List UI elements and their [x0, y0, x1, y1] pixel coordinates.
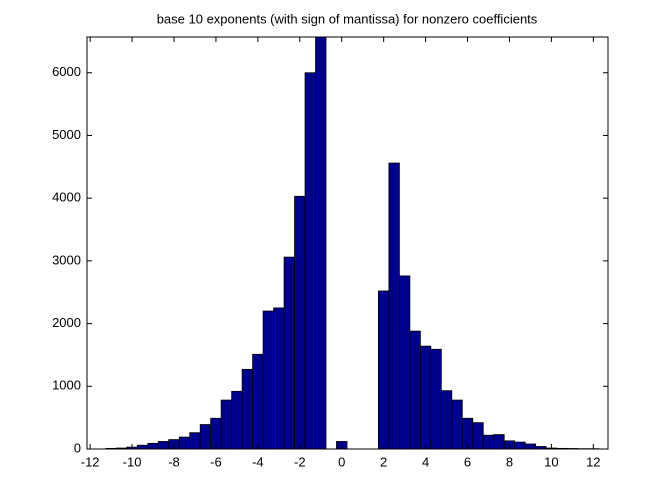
- x-tick-label: 4: [422, 454, 429, 469]
- y-tick-label: 0: [74, 440, 81, 455]
- y-tick-label: 5000: [52, 127, 81, 142]
- bar: [472, 422, 484, 449]
- bar: [283, 256, 295, 449]
- bar: [482, 434, 495, 449]
- y-tick-label: 1000: [52, 378, 81, 393]
- bar: [315, 37, 327, 449]
- bar: [388, 162, 400, 449]
- y-tick-label: 3000: [52, 252, 81, 267]
- x-tick-label: -2: [294, 454, 306, 469]
- bar: [419, 345, 432, 449]
- bar: [262, 310, 274, 449]
- x-tick-label: -12: [81, 454, 100, 469]
- bar: [378, 290, 390, 449]
- x-tick-label: 6: [464, 454, 471, 469]
- bar: [451, 399, 463, 449]
- bar: [273, 307, 285, 449]
- chart-title: base 10 exponents (with sign of mantissa…: [157, 11, 538, 26]
- bar: [514, 441, 526, 449]
- y-tick-label: 2000: [52, 315, 81, 330]
- bar: [136, 444, 149, 449]
- axes-box: [86, 36, 609, 450]
- bars: [105, 37, 599, 449]
- bar: [294, 195, 306, 449]
- bar: [493, 434, 505, 449]
- bar: [189, 432, 201, 449]
- x-tick-label: 10: [544, 454, 558, 469]
- bar: [440, 390, 453, 449]
- bar: [304, 72, 316, 449]
- x-tick-label: 0: [338, 454, 345, 469]
- x-tick-label: 2: [380, 454, 387, 469]
- bar: [252, 353, 264, 449]
- bar: [524, 443, 537, 449]
- bar: [409, 330, 421, 449]
- bar: [178, 436, 191, 449]
- x-tick-label: -6: [210, 454, 222, 469]
- bar: [231, 390, 243, 449]
- bar: [398, 275, 411, 449]
- bar: [147, 442, 159, 449]
- bar: [430, 348, 442, 449]
- x-tick-label: -8: [168, 454, 180, 469]
- x-tick-label: 8: [506, 454, 513, 469]
- x-tick-label: 12: [586, 454, 600, 469]
- bar: [241, 368, 254, 449]
- bar: [220, 399, 233, 449]
- y-tick-label: 4000: [52, 190, 81, 205]
- x-tick-label: -10: [123, 454, 142, 469]
- y-tick-label: 6000: [52, 64, 81, 79]
- bar: [199, 424, 212, 449]
- x-tick-label: -4: [252, 454, 264, 469]
- bar: [157, 441, 170, 449]
